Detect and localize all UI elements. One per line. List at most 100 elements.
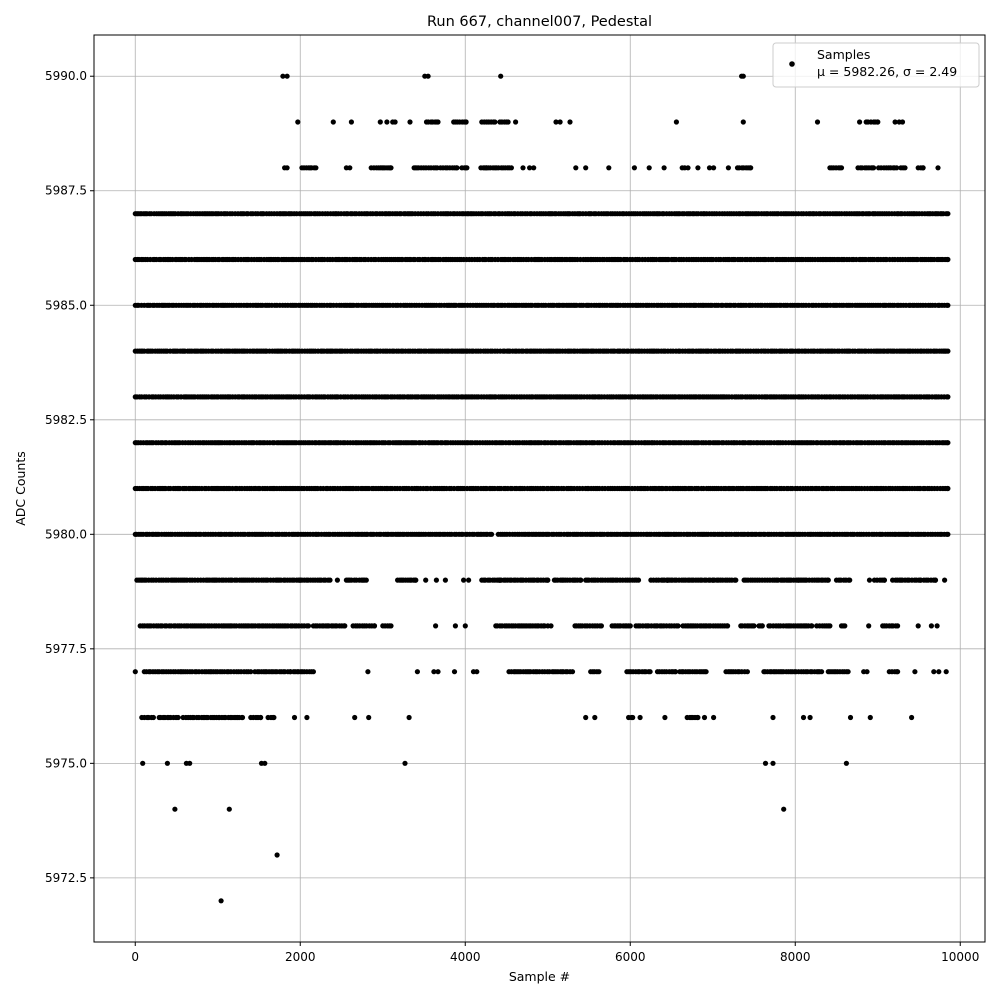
data-point (866, 577, 873, 583)
data-point (825, 577, 831, 583)
data-point (596, 669, 602, 675)
data-point (895, 669, 901, 675)
x-tick-label: 0 (131, 950, 139, 964)
data-point (498, 73, 504, 79)
data-point (703, 669, 709, 675)
data-point (553, 119, 559, 125)
data-point (759, 623, 765, 629)
data-point (685, 165, 691, 171)
data-point (274, 852, 280, 858)
data-point (388, 623, 394, 629)
x-tick-label: 4000 (450, 950, 481, 964)
data-point (762, 760, 769, 766)
data-point (915, 623, 921, 629)
data-point (662, 714, 668, 721)
x-tick-label: 10000 (941, 950, 979, 964)
data-point (673, 119, 680, 125)
data-point (442, 577, 448, 583)
data-point (451, 669, 458, 675)
data-point (310, 669, 316, 675)
data-point (711, 714, 717, 721)
data-point (706, 165, 713, 171)
data-point (814, 119, 821, 125)
data-point (935, 165, 941, 171)
data-point (945, 256, 951, 263)
data-point (452, 623, 458, 629)
data-point (573, 165, 579, 171)
data-point (425, 73, 431, 79)
data-point (899, 119, 906, 125)
data-point (945, 394, 951, 400)
data-point (295, 119, 301, 125)
data-point (454, 165, 460, 171)
data-point (248, 669, 254, 675)
data-point (932, 577, 939, 583)
data-point (392, 119, 398, 125)
y-tick-label: 5982.5 (45, 413, 87, 427)
data-point (942, 577, 948, 583)
y-axis-label: ADC Counts (13, 451, 28, 526)
data-point (330, 119, 336, 125)
data-points (132, 73, 951, 904)
data-point (592, 714, 598, 721)
data-point (847, 714, 854, 721)
chart-title: Run 667, channel007, Pedestal (427, 14, 652, 30)
data-point (606, 165, 612, 171)
data-point (466, 577, 472, 583)
data-point (661, 165, 667, 171)
data-point (931, 669, 937, 675)
data-point (557, 119, 563, 125)
data-point (348, 119, 354, 125)
legend: Samples μ = 5982.26, σ = 2.49 (772, 42, 980, 88)
data-point (258, 714, 264, 721)
legend-entry-stats: μ = 5982.26, σ = 2.49 (817, 64, 957, 79)
data-point (226, 806, 232, 812)
data-point (838, 165, 845, 171)
legend-box (772, 42, 980, 88)
data-point (857, 119, 863, 125)
data-point (342, 623, 348, 629)
data-point (305, 623, 312, 629)
data-point (819, 669, 825, 675)
data-point (172, 806, 178, 812)
data-point (943, 669, 949, 675)
data-point (781, 806, 787, 812)
y-tick-label: 5985.0 (45, 298, 87, 312)
data-point (291, 714, 298, 721)
data-point (945, 211, 951, 217)
data-point (635, 577, 642, 583)
data-point (894, 165, 900, 171)
data-point (462, 623, 468, 629)
data-point (701, 714, 708, 721)
data-point (936, 669, 942, 675)
y-tick-label: 5990.0 (45, 69, 87, 83)
axis-ticks: 0 2000 4000 6000 8000 10000 5972.5 5975.0 5977.5… (45, 69, 979, 964)
data-point (695, 165, 701, 171)
data-point (673, 669, 679, 675)
data-point (740, 119, 746, 125)
data-point (464, 165, 470, 171)
data-point (492, 119, 498, 125)
data-point (631, 165, 638, 171)
data-point (740, 73, 746, 79)
data-point (945, 302, 951, 308)
data-point (365, 669, 371, 675)
data-point (527, 165, 533, 171)
data-point (150, 714, 156, 721)
data-point (751, 623, 757, 629)
data-point (164, 760, 170, 766)
data-point (733, 577, 739, 583)
data-point (871, 165, 877, 171)
data-point (725, 623, 731, 629)
data-point (744, 669, 751, 675)
data-point (928, 623, 935, 629)
data-point (414, 669, 420, 675)
x-tick-label: 2000 (285, 950, 316, 964)
data-point (284, 73, 290, 79)
data-point (140, 760, 146, 766)
y-tick-label: 5975.0 (45, 756, 87, 770)
data-point (945, 440, 951, 446)
